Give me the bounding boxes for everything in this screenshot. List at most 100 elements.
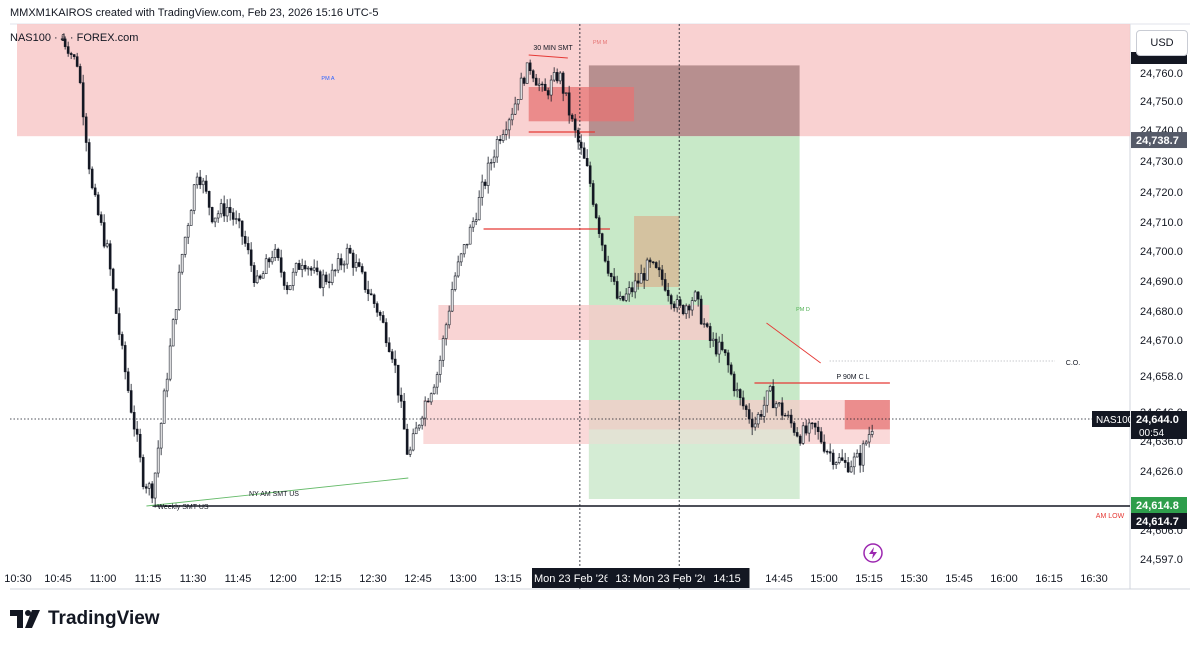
brand-name: TradingView [48, 608, 160, 629]
candle-body [135, 428, 139, 435]
candle-body [165, 378, 169, 392]
candle-body [663, 279, 667, 291]
price-label-stop: 24,738.7 [1136, 135, 1179, 147]
candle-body [456, 261, 460, 277]
candle-body [858, 452, 862, 466]
candle-body [243, 236, 247, 244]
candle-body [696, 291, 700, 300]
candle-body [393, 358, 397, 366]
currency-button[interactable]: USD [1136, 30, 1188, 56]
candle-body [630, 287, 634, 293]
candle-body [171, 319, 175, 347]
candle-body [492, 156, 496, 163]
candle-body [525, 62, 529, 84]
candle-body [519, 77, 523, 100]
candle-body [825, 451, 829, 453]
candle-body [474, 219, 478, 222]
lightning-icon[interactable] [863, 543, 883, 563]
candle-body [105, 243, 109, 247]
candle-body [642, 273, 646, 281]
candle-body [390, 351, 394, 360]
candle-body [537, 83, 541, 86]
candle-body [303, 265, 307, 270]
candle-body [363, 271, 367, 290]
candle-body [339, 258, 343, 266]
candle-body [273, 248, 277, 258]
candle-body [108, 243, 112, 270]
candle-body [237, 218, 241, 222]
candle-body [780, 402, 784, 416]
x-tick-highlight [532, 568, 612, 588]
symbol-tag-bg [1092, 411, 1130, 427]
candle-body [594, 204, 598, 219]
candle-body [408, 449, 412, 455]
candle-body [300, 265, 304, 270]
candle-body [225, 207, 229, 217]
x-tick-label: 11:30 [180, 573, 207, 585]
candle-body [813, 422, 817, 428]
zone-demand-mid [438, 305, 710, 340]
candle-body [498, 138, 502, 141]
candle-body [699, 298, 703, 325]
candle-body [552, 72, 556, 81]
candle-body [759, 414, 763, 417]
candle-body [798, 435, 802, 444]
x-tick-label: 15:00 [810, 573, 838, 585]
candle-body [249, 249, 253, 266]
x-tick-label: 11:45 [225, 573, 252, 585]
candle-body [783, 415, 787, 417]
candle-body [348, 247, 352, 254]
candle-body [627, 287, 631, 295]
candle-body [177, 271, 181, 310]
candle-body [846, 462, 850, 473]
time-axis[interactable]: 10:30 10:45 11:00 11:15 11:30 11:45 12:00 12:15… [4, 568, 1108, 588]
x-tick-label: Mon 23 Feb '26 [534, 573, 610, 585]
candle-body [381, 315, 385, 323]
tradingview-logo[interactable]: TradingView [10, 608, 160, 630]
candle-body [588, 165, 592, 184]
candle-body [366, 289, 370, 295]
candle-body [201, 180, 205, 186]
candle-body [378, 312, 382, 316]
candle-body [138, 434, 142, 458]
y-tick-label: 24,760.0 [1140, 68, 1183, 80]
candle-body [111, 268, 115, 290]
x-tick-label: 14:15 [713, 573, 741, 585]
candle-body [162, 390, 166, 424]
x-tick-label: 13: [615, 573, 630, 585]
candle-body [657, 267, 661, 271]
price-label-target: 24,614.8 [1136, 500, 1179, 512]
symbol-line[interactable]: NAS100 · 1 · FOREX.com [10, 32, 139, 44]
candle-body [675, 299, 679, 309]
candle-body [144, 486, 148, 489]
candle-body [483, 181, 487, 186]
candle-body [315, 267, 319, 272]
candle-body [153, 472, 157, 499]
y-tick-label: 24,750.0 [1140, 96, 1183, 108]
candle-body [549, 79, 553, 96]
candle-body [453, 275, 457, 290]
candle-body [801, 425, 805, 444]
candle-body [87, 142, 91, 170]
candle-body [189, 210, 193, 226]
candle-body [102, 222, 106, 247]
candle-body [750, 418, 754, 428]
candle-body [327, 281, 331, 283]
candle-body [567, 92, 571, 116]
candle-body [792, 422, 796, 433]
price-axis[interactable]: 24,760.024,750.024,740.024,730.024,720.0… [1140, 68, 1183, 566]
candle-body [762, 404, 766, 417]
candle-body [504, 129, 508, 135]
candle-body [603, 244, 607, 262]
candle-body [279, 257, 283, 273]
candle-body [150, 483, 154, 499]
candle-body [489, 162, 493, 164]
candle-body [219, 203, 223, 215]
x-tick-label: 10:45 [44, 573, 72, 585]
candle-body [540, 83, 544, 86]
drawing-lines-layer [10, 24, 1130, 589]
candle-body [282, 272, 286, 286]
x-tick-highlight [607, 568, 639, 588]
candle-body [405, 428, 409, 455]
